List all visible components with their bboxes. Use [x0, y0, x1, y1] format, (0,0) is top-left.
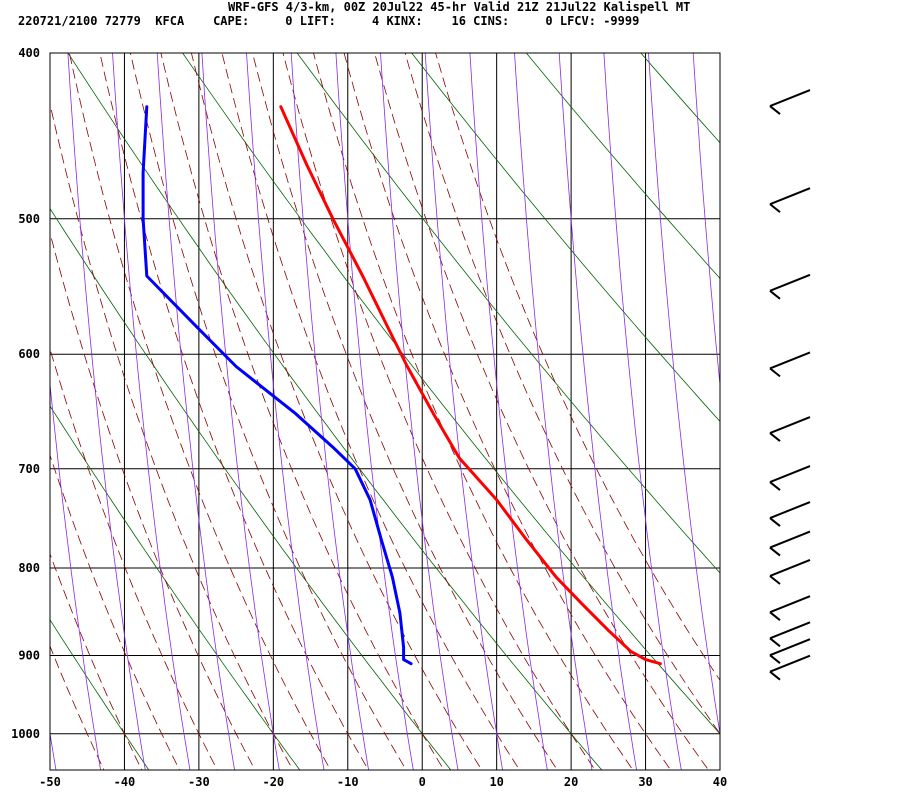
wind-barb [769, 530, 811, 557]
dry-adiabat [182, 53, 720, 735]
wind-barb [769, 654, 811, 681]
x-tick-label: 10 [489, 775, 503, 789]
mixing-ratio-line [603, 53, 682, 770]
wind-barb [769, 501, 811, 527]
dewpoint-profile-line [141, 105, 413, 666]
x-tick-label: 20 [564, 775, 578, 789]
dry-adiabat [296, 53, 720, 574]
moist-adiabat [99, 53, 369, 770]
moist-adiabat [129, 53, 407, 770]
moist-adiabat [190, 53, 483, 770]
moist-adiabat [50, 102, 294, 770]
x-tick-label: -40 [114, 775, 136, 789]
mixing-ratio-line [692, 53, 720, 389]
temperature-profile-line [279, 105, 662, 666]
wind-barb [769, 273, 811, 300]
mixing-ratio-line [380, 53, 459, 770]
x-tick-label: -30 [188, 775, 210, 789]
moist-adiabat [404, 53, 720, 735]
x-tick-label: 0 [419, 775, 426, 789]
y-tick-label: 600 [18, 347, 40, 361]
dry-adiabat [50, 207, 452, 770]
plot-frame [49, 52, 721, 771]
moist-adiabat [50, 645, 105, 770]
x-tick-label: 40 [713, 775, 727, 789]
wind-barb [769, 465, 811, 491]
mixing-ratio-line [558, 53, 638, 770]
moist-adiabat [68, 53, 332, 770]
wind-barb [769, 351, 811, 378]
y-tick-label: 500 [18, 212, 40, 226]
mixing-ratio-line [648, 53, 720, 737]
y-tick-label: 900 [18, 648, 40, 662]
mixing-ratio-line [514, 53, 593, 770]
wind-barb [769, 187, 811, 213]
dry-adiabat [50, 405, 301, 770]
wind-barb [769, 595, 811, 621]
moist-adiabat [282, 53, 596, 770]
mixing-ratio-line [201, 53, 280, 770]
dry-adiabat [525, 53, 720, 280]
dry-adiabat [411, 53, 720, 423]
mixing-ratio-line [246, 53, 325, 770]
mixing-ratio-line [67, 53, 146, 770]
moist-adiabat [160, 53, 445, 770]
dry-adiabat [0, 15, 19, 800]
y-tick-label: 700 [18, 462, 40, 476]
moist-adiabat [50, 231, 256, 770]
x-tick-label: -10 [337, 775, 359, 789]
x-tick-label: 30 [638, 775, 652, 789]
dry-adiabat [640, 53, 720, 144]
wind-barb [769, 621, 811, 648]
dry-adiabat [67, 53, 603, 770]
moist-adiabat [374, 53, 709, 770]
y-tick-label: 1000 [11, 727, 40, 741]
dry-adiabat [721, 15, 900, 800]
x-tick-label: -20 [262, 775, 284, 789]
mixing-ratio-line [335, 53, 414, 770]
dry-adiabat [50, 619, 150, 770]
moist-adiabat [50, 347, 218, 770]
moist-adiabat [221, 53, 521, 770]
mixing-ratio-line [290, 53, 370, 770]
y-tick-label: 800 [18, 561, 40, 575]
chart-title: WRF-GFS 4/3-km, 00Z 20Jul22 45-hr Valid … [228, 0, 691, 14]
moist-adiabat [50, 454, 180, 770]
mixing-ratio-line [424, 53, 504, 770]
moist-adiabat [343, 53, 672, 770]
wind-barb [769, 416, 811, 442]
sounding-info-line: 220721/2100 72779 KFCA CAPE: 0 LIFT: 4 K… [18, 14, 640, 28]
moist-adiabat [252, 53, 558, 770]
moist-adiabat [435, 53, 720, 681]
mixing-ratio-line [156, 53, 236, 770]
mixing-ratio-line [50, 380, 102, 770]
x-tick-label: -50 [39, 775, 61, 789]
mixing-ratio-line [469, 53, 548, 770]
mixing-ratio-line [112, 53, 191, 770]
wind-barb [769, 559, 811, 585]
y-tick-label: 400 [18, 46, 40, 60]
wind-barb [769, 89, 811, 115]
moist-adiabat [50, 552, 143, 770]
wind-barb [769, 638, 811, 664]
